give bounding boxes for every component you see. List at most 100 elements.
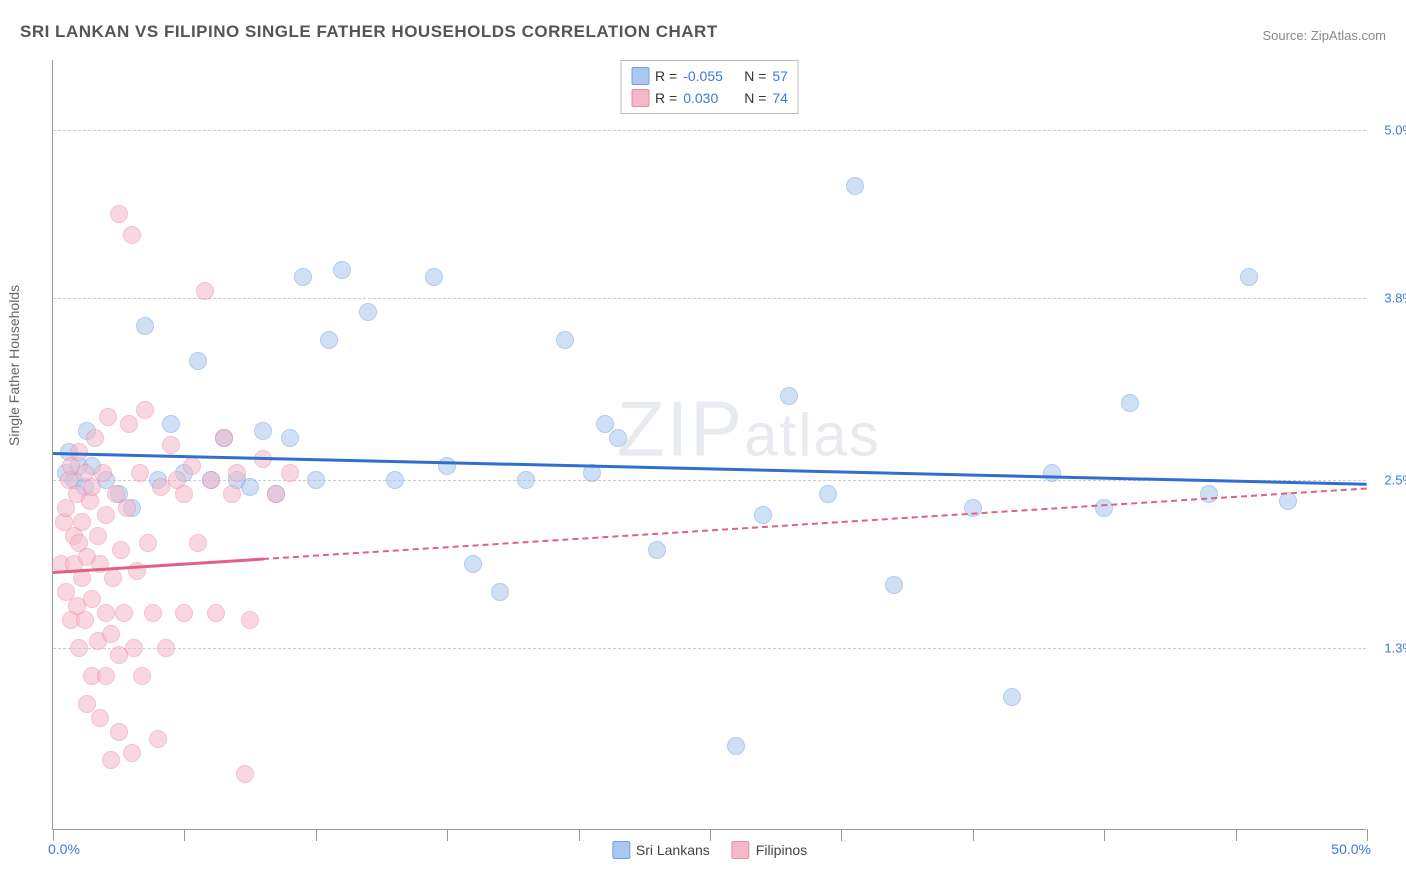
y-tick-label: 2.5% [1384,473,1406,488]
scatter-point [97,506,115,524]
scatter-point [425,268,443,286]
scatter-point [125,639,143,657]
scatter-point [464,555,482,573]
scatter-point [241,478,259,496]
x-tick [1367,829,1368,841]
scatter-point [281,429,299,447]
legend-item-srilankans: Sri Lankans [612,841,710,859]
scatter-point [1240,268,1258,286]
scatter-point [556,331,574,349]
scatter-point [320,331,338,349]
x-tick [53,829,54,841]
scatter-point [202,471,220,489]
scatter-point [162,436,180,454]
legend-label-srilankans: Sri Lankans [636,842,710,858]
scatter-point [333,261,351,279]
scatter-point [112,541,130,559]
scatter-point [123,226,141,244]
scatter-point [438,457,456,475]
x-axis-max-label: 50.0% [1331,841,1371,857]
trend-line-dashed [263,487,1367,560]
scatter-point [819,485,837,503]
y-tick-label: 5.0% [1384,123,1406,138]
scatter-point [115,604,133,622]
legend-series: Sri Lankans Filipinos [612,841,807,859]
scatter-point [136,401,154,419]
legend-row-srilankans: R = -0.055 N = 57 [631,65,788,87]
x-tick [447,829,448,841]
scatter-point [110,205,128,223]
gridline [53,298,1366,299]
scatter-point [1003,688,1021,706]
legend-N-label: N = [744,90,766,106]
scatter-point [73,513,91,531]
scatter-point [136,317,154,335]
scatter-point [1200,485,1218,503]
scatter-point [123,744,141,762]
x-tick [579,829,580,841]
legend-swatch-filipinos-icon [732,841,750,859]
legend-item-filipinos: Filipinos [732,841,807,859]
scatter-point [517,471,535,489]
chart-container: SRI LANKAN VS FILIPINO SINGLE FATHER HOU… [0,0,1406,892]
legend-N-value-filipinos: 74 [772,90,788,106]
scatter-point [175,485,193,503]
scatter-point [175,604,193,622]
legend-row-filipinos: R = 0.030 N = 74 [631,87,788,109]
scatter-point [118,499,136,517]
gridline [53,648,1366,649]
scatter-point [386,471,404,489]
y-tick-label: 3.8% [1384,291,1406,306]
plot-area: ZIPatlas R = -0.055 N = 57 R = 0.030 N =… [52,60,1366,830]
scatter-point [1121,394,1139,412]
scatter-point [99,408,117,426]
legend-R-label: R = [655,68,677,84]
scatter-point [1043,464,1061,482]
scatter-point [648,541,666,559]
scatter-point [491,583,509,601]
scatter-point [267,485,285,503]
legend-R-label: R = [655,90,677,106]
source-text: Source: ZipAtlas.com [1262,28,1386,43]
scatter-point [228,464,246,482]
scatter-point [102,751,120,769]
scatter-point [885,576,903,594]
scatter-point [149,730,167,748]
scatter-point [76,611,94,629]
scatter-point [223,485,241,503]
scatter-point [189,352,207,370]
scatter-point [86,429,104,447]
x-tick [184,829,185,841]
scatter-point [207,604,225,622]
x-tick [316,829,317,841]
chart-title: SRI LANKAN VS FILIPINO SINGLE FATHER HOU… [20,22,718,42]
scatter-point [294,268,312,286]
scatter-point [133,667,151,685]
scatter-point [139,534,157,552]
scatter-point [89,527,107,545]
scatter-point [307,471,325,489]
legend-N-value-srilankans: 57 [772,68,788,84]
x-tick [1104,829,1105,841]
legend-R-value-filipinos: 0.030 [683,90,738,106]
x-tick [710,829,711,841]
scatter-point [97,604,115,622]
scatter-point [102,625,120,643]
scatter-point [131,464,149,482]
scatter-point [780,387,798,405]
x-axis-min-label: 0.0% [48,841,80,857]
x-tick [1236,829,1237,841]
scatter-point [727,737,745,755]
legend-R-value-srilankans: -0.055 [683,68,738,84]
scatter-point [91,709,109,727]
legend-swatch-srilankans [631,67,649,85]
scatter-point [215,429,233,447]
gridline [53,130,1366,131]
legend-label-filipinos: Filipinos [756,842,807,858]
scatter-point [1095,499,1113,517]
scatter-point [120,415,138,433]
legend-stats: R = -0.055 N = 57 R = 0.030 N = 74 [620,60,799,114]
scatter-point [110,723,128,741]
scatter-point [157,639,175,657]
scatter-point [236,765,254,783]
